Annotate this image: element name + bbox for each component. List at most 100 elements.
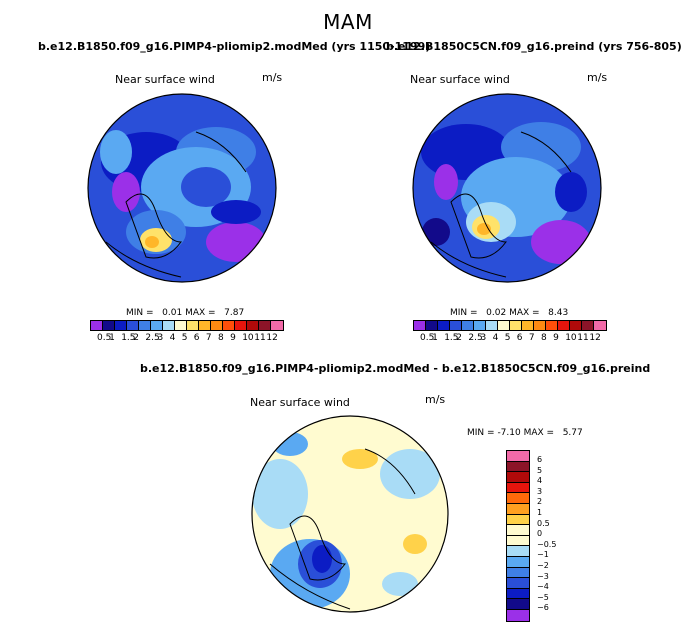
panel2-polar-map	[412, 93, 602, 283]
panel1-polar-map	[87, 93, 277, 283]
panel1-colorbar-swatch	[199, 321, 211, 330]
panel2-variable-label: Near surface wind	[410, 73, 510, 86]
panel2-colorbar-tick-label: 1.5	[444, 333, 459, 343]
panel3-colorbar-tick-label: 5	[537, 465, 543, 475]
panel2-max-label: MAX =	[509, 308, 540, 318]
panel3-colorbar-swatch	[507, 461, 529, 473]
panel3-colorbar-tick-label: −0.5	[537, 539, 557, 549]
panel3-case-title: b.e12.B1850.f09_g16.PIMP4-pliomip2.modMe…	[140, 362, 651, 375]
panel1-max-value: 7.87	[224, 308, 245, 318]
panel1-colorbar-tick-label: 0.5	[97, 333, 112, 343]
panel3-colorbar-ticks: 6 5 4 3 2 1 0.5 0 −0.5 −1 −2 −3 −4 −5 −6	[537, 455, 556, 614]
panel3-colorbar-tick-label: 2	[537, 497, 543, 507]
panel1-colorbar-swatch	[271, 321, 283, 330]
panel2-colorbar-swatch	[414, 321, 426, 330]
panel2-colorbar-swatch	[558, 321, 570, 330]
panel3-colorbar-swatch	[507, 609, 529, 621]
panel3-colorbar-swatch	[507, 588, 529, 600]
panel3-colorbar-swatch	[507, 514, 529, 526]
panel2-colorbar-tick-label: 5	[504, 333, 511, 343]
panel2-colorbar-tick-label: 9	[553, 333, 559, 343]
panel1-colorbar-tick-label: 1	[109, 333, 115, 343]
panel1-colorbar-tick-label: 3	[157, 333, 164, 343]
panel1-colorbar-tick-label: 5	[181, 333, 188, 343]
panel1-colorbar-tick-label: 4	[169, 333, 176, 343]
panel1-colorbar-tick-label: 8	[218, 333, 224, 343]
panel2-colorbar-tick-label: 7	[528, 333, 535, 343]
panel2-colorbar-swatch	[546, 321, 558, 330]
panel3-colorbar-swatch	[507, 556, 529, 568]
panel3-colorbar-tick-label: 4	[537, 476, 543, 486]
panel3-colorbar-tick-label: −3	[537, 571, 549, 581]
panel3-max-value: 5.77	[562, 428, 583, 438]
panel1-colorbar-swatch	[235, 321, 247, 330]
panel1-colorbar-swatch	[151, 321, 163, 330]
panel2-max-value: 8.43	[548, 308, 569, 318]
panel2-colorbar-swatch	[498, 321, 510, 330]
panel3-units-label: m/s	[425, 393, 446, 406]
panel2-min-value: 0.02	[486, 308, 507, 318]
panel2-colorbar-tick-label: 12	[589, 333, 601, 343]
panel1-variable-label: Near surface wind	[115, 73, 215, 86]
panel3-max-label: MAX =	[523, 428, 555, 438]
panel1-case-title: b.e12.B1850.f09_g16.PIMP4-pliomip2.modMe…	[38, 40, 431, 53]
panel1-colorbar-swatch	[163, 321, 175, 330]
panel2-colorbar-swatch	[474, 321, 486, 330]
panel2-colorbar-tick-label: 3	[480, 333, 487, 343]
panel1-colorbar-swatch	[211, 321, 223, 330]
panel1-colorbar-swatch	[91, 321, 103, 330]
panel3-colorbar-tick-label: 1	[537, 507, 543, 517]
panel2-colorbar-tick-label: 4	[492, 333, 499, 343]
panel1-colorbar-tick-label: 2	[133, 333, 140, 343]
panel3-colorbar-swatch	[507, 493, 529, 504]
panel1-max-label: MAX =	[185, 308, 216, 318]
panel1-colorbar	[90, 320, 284, 331]
panel3-colorbar-tick-label: 0.5	[537, 518, 550, 528]
panel2-colorbar-tick-label: 10	[565, 333, 577, 343]
panel2-colorbar-swatch	[462, 321, 474, 330]
panel2-colorbar-swatch	[594, 321, 606, 330]
panel1-colorbar-tick-label: 7	[205, 333, 212, 343]
panel1-colorbar-tick-label: 9	[230, 333, 236, 343]
panel3-min-value: -7.10	[497, 428, 521, 438]
panel1-colorbar-tick-label: 12	[266, 333, 278, 343]
panel3-min-label: MIN =	[467, 428, 495, 438]
panel2-colorbar-swatch	[570, 321, 582, 330]
panel3-colorbar-tick-label: −2	[537, 560, 549, 570]
panel2-min-label: MIN =	[450, 308, 478, 318]
panel2-colorbar-tick-label: 0.5	[420, 333, 435, 343]
panel2-colorbar-tick-label: 6	[516, 333, 523, 343]
panel2-colorbar-swatch	[582, 321, 594, 330]
panel2-colorbar-swatch	[522, 321, 534, 330]
panel1-minmax: MIN = 0.01 MAX = 7.87	[126, 308, 244, 318]
panel2-case-title: b.e12.B1850C5CN.f09_g16.preind (yrs 756-…	[386, 40, 682, 53]
panel2-colorbar-swatch	[534, 321, 546, 330]
panel1-colorbar-swatch	[139, 321, 151, 330]
panel3-polar-map	[251, 415, 449, 613]
panel3-colorbar-swatch	[507, 599, 529, 610]
season-title: MAM	[323, 10, 373, 34]
panel2-colorbar-tick-label: 1	[432, 333, 438, 343]
panel1-colorbar-swatch	[115, 321, 127, 330]
panel2-colorbar-tick-label: 11	[577, 333, 589, 343]
panel1-colorbar-tick-label: 11	[254, 333, 266, 343]
panel3-colorbar-tick-label: −6	[537, 603, 549, 613]
panel3-variable-label: Near surface wind	[250, 396, 350, 409]
panel2-colorbar-tick-label: 2	[456, 333, 463, 343]
panel2-colorbar-swatch	[426, 321, 438, 330]
panel1-colorbar-swatch	[259, 321, 271, 330]
panel1-colorbar-tick-label: 2.5	[145, 333, 160, 343]
panel2-colorbar-tick-label: 8	[541, 333, 547, 343]
panel3-colorbar-swatch	[507, 578, 529, 589]
panel1-colorbar-swatch	[103, 321, 115, 330]
panel3-colorbar-tick-label: 0	[537, 529, 543, 539]
panel1-colorbar-swatch	[223, 321, 235, 330]
panel2-colorbar-swatch	[438, 321, 450, 330]
panel1-units-label: m/s	[262, 71, 283, 84]
panel3-colorbar-swatch	[507, 482, 529, 494]
panel1-colorbar-tick-label: 10	[242, 333, 254, 343]
panel3-colorbar-swatch	[507, 472, 529, 483]
panel1-min-label: MIN =	[126, 308, 154, 318]
panel2-colorbar-swatch	[486, 321, 498, 330]
panel3-minmax: MIN = -7.10 MAX = 5.77	[467, 428, 583, 438]
